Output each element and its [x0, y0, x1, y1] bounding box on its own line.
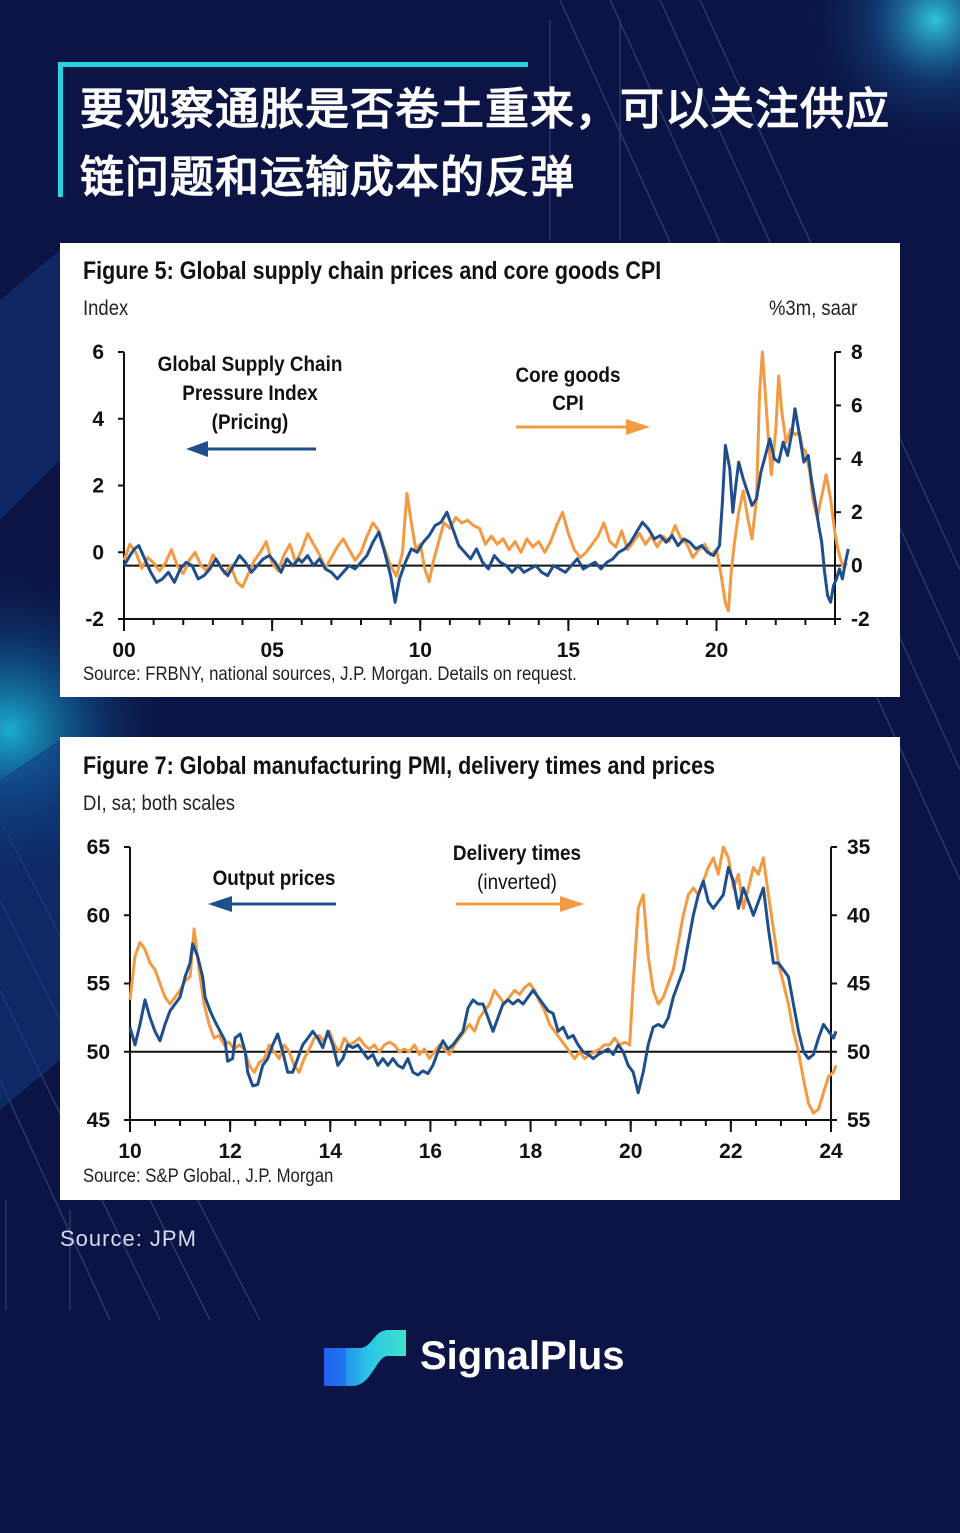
output-prices-arrow — [208, 896, 336, 912]
source-note: Source: JPM — [60, 1226, 197, 1251]
x-tick-label: 18 — [519, 1140, 543, 1163]
delivery-times-label: Delivery times — [453, 842, 581, 865]
headline-accent-bar — [58, 62, 528, 67]
x-tick-label: 05 — [260, 639, 284, 662]
series-line-global-supply-chain-pressure-index-pricing- — [122, 407, 850, 604]
brand: SignalPlus — [322, 1326, 652, 1390]
x-tick-label: 10 — [409, 639, 432, 662]
gscpi-label-1: Global Supply Chain — [158, 353, 343, 376]
x-tick-label: 24 — [819, 1140, 843, 1163]
left-tick-label: 0 — [92, 541, 104, 564]
right-tick-label: 6 — [851, 394, 863, 417]
headline-block: 要观察通胀是否卷土重来，可以关注供应链问题和运输成本的反弹 — [58, 62, 938, 203]
left-tick-label: 60 — [87, 904, 110, 927]
figure-5-source: Source: FRBNY, national sources, J.P. Mo… — [83, 664, 577, 685]
right-tick-label: 8 — [851, 341, 863, 364]
output-prices-label: Output prices — [213, 867, 336, 890]
x-tick-label: 00 — [112, 639, 135, 662]
series-line-output-prices — [128, 866, 838, 1095]
x-tick-label: 12 — [218, 1140, 241, 1163]
figure-5-title: Figure 5: Global supply chain prices and… — [83, 257, 662, 285]
series-line-core-goods-cpi — [122, 350, 849, 613]
core-goods-label-2: CPI — [552, 392, 584, 415]
gscpi-label-3: (Pricing) — [212, 411, 289, 434]
right-tick-label: -2 — [851, 608, 870, 631]
signalplus-logo-icon — [324, 1330, 406, 1386]
right-tick-label: 40 — [847, 904, 870, 927]
left-tick-label: 6 — [92, 341, 104, 364]
x-tick-label: 15 — [557, 639, 581, 662]
left-tick-label: 4 — [92, 408, 104, 431]
right-tick-label: 55 — [847, 1109, 871, 1132]
x-tick-label: 20 — [705, 639, 728, 662]
right-tick-label: 45 — [847, 973, 871, 996]
x-tick-label: 20 — [619, 1140, 642, 1163]
figure-5-panel: Figure 5: Global supply chain prices and… — [60, 243, 900, 697]
figure-7-chart: 65 60 55 50 45 35 40 45 50 55 10 12 14 16 18 20 22 24 Out… — [87, 836, 871, 1163]
left-tick-label: 65 — [87, 836, 111, 859]
figure-7-title: Figure 7: Global manufacturing PMI, deli… — [83, 752, 716, 780]
delivery-times-inverted-label: (inverted) — [477, 871, 557, 894]
x-tick-label: 16 — [419, 1140, 442, 1163]
headline: 要观察通胀是否卷土重来，可以关注供应链问题和运输成本的反弹 — [80, 84, 890, 203]
right-tick-label: 4 — [851, 448, 863, 471]
right-tick-label: 50 — [847, 1041, 870, 1064]
right-tick-label: 2 — [851, 501, 863, 524]
right-tick-label: 35 — [847, 836, 871, 859]
x-tick-label: 10 — [118, 1140, 141, 1163]
delivery-times-arrow — [456, 896, 584, 912]
figure-5-right-unit: %3m, saar — [769, 297, 858, 320]
brand-name: SignalPlus — [420, 1334, 625, 1378]
figure-7-source: Source: S&P Global., J.P. Morgan — [83, 1166, 334, 1187]
left-tick-label: 55 — [87, 973, 111, 996]
core-goods-arrow — [516, 419, 650, 435]
headline-accent-side — [58, 62, 63, 197]
x-tick-label: 14 — [319, 1140, 343, 1163]
x-tick-label: 22 — [719, 1140, 742, 1163]
left-tick-label: -2 — [85, 608, 104, 631]
core-goods-label-1: Core goods — [516, 364, 621, 387]
left-tick-label: 45 — [87, 1109, 111, 1132]
figure-5-left-unit: Index — [83, 297, 129, 320]
gscpi-label-2: Pressure Index — [182, 382, 317, 405]
left-tick-label: 50 — [87, 1041, 110, 1064]
figure-7-unit: DI, sa; both scales — [83, 792, 236, 815]
gscpi-arrow — [186, 441, 316, 457]
left-tick-label: 2 — [92, 475, 104, 498]
figure-7-panel: Figure 7: Global manufacturing PMI, deli… — [60, 737, 900, 1200]
right-tick-label: 0 — [851, 555, 863, 578]
